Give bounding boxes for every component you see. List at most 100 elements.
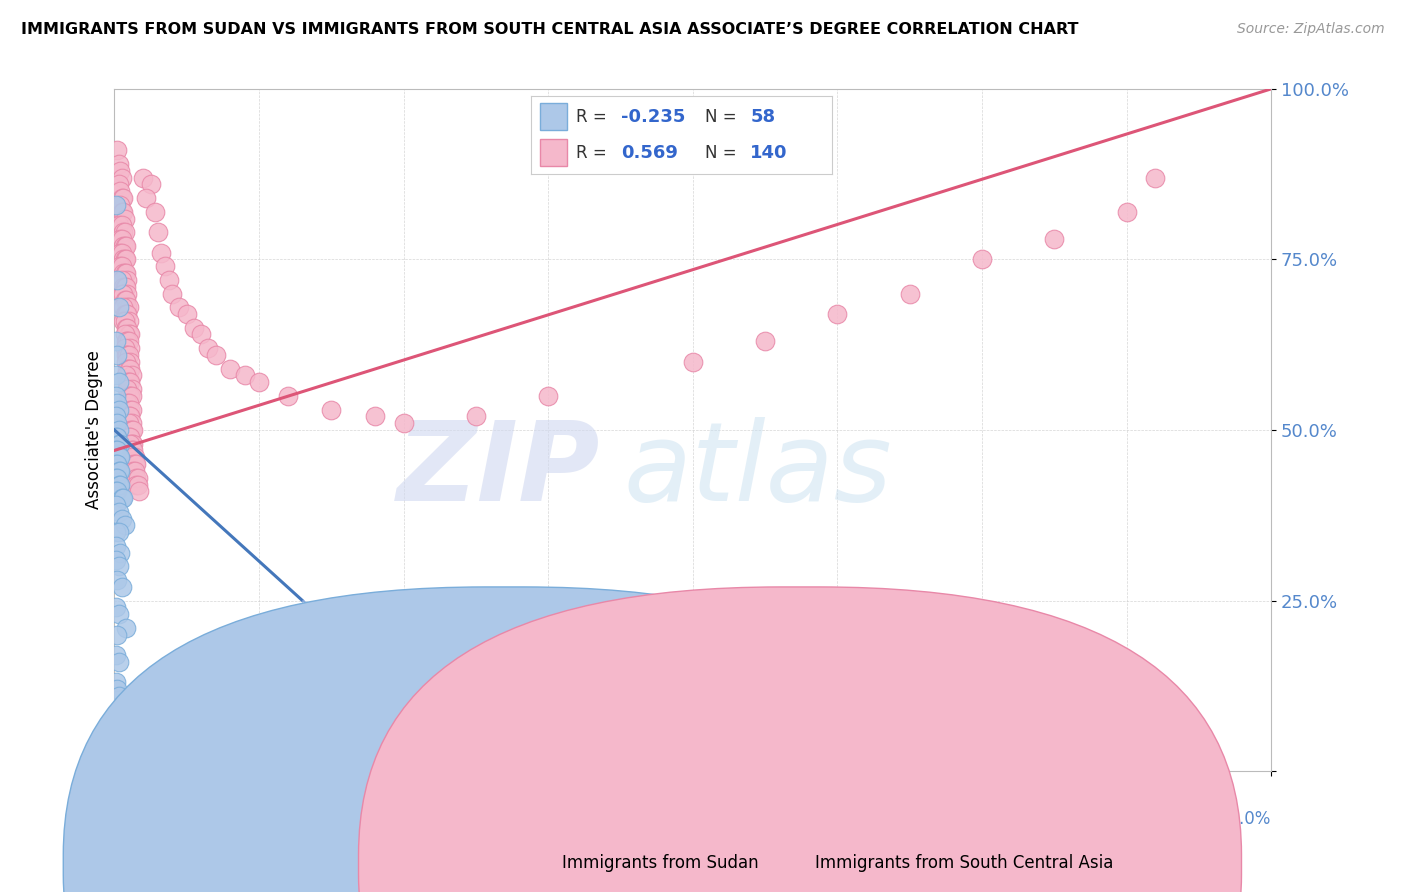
Text: Immigrants from South Central Asia: Immigrants from South Central Asia: [815, 855, 1114, 872]
Point: [114, 211, 136, 226]
Point: [105, 716, 128, 731]
Point: [115, 307, 138, 321]
Point: [233, 368, 256, 383]
Point: [114, 239, 136, 253]
Point: [118, 334, 141, 349]
Point: [115, 621, 138, 635]
Point: [111, 191, 134, 205]
Point: [118, 409, 141, 424]
Point: [121, 423, 143, 437]
Point: [112, 286, 135, 301]
Point: [114, 293, 136, 308]
Point: [104, 730, 127, 744]
Point: [754, 334, 776, 349]
Point: [121, 382, 143, 396]
Point: [115, 355, 138, 369]
Point: [363, 409, 385, 424]
Point: [112, 204, 135, 219]
Point: [117, 286, 139, 301]
Point: [139, 178, 162, 192]
Point: [127, 471, 149, 485]
Point: [117, 376, 139, 390]
Point: [107, 376, 129, 390]
Point: [104, 675, 127, 690]
Point: [122, 423, 145, 437]
Point: [112, 239, 135, 253]
Point: [392, 416, 415, 430]
Point: [108, 436, 131, 450]
Point: [118, 300, 141, 314]
Point: [124, 464, 146, 478]
Point: [112, 314, 135, 328]
Point: [104, 498, 127, 512]
Point: [108, 184, 131, 198]
Point: [108, 464, 131, 478]
Point: [107, 423, 129, 437]
Point: [105, 416, 128, 430]
Point: [107, 607, 129, 622]
Point: [111, 259, 134, 273]
Point: [111, 491, 134, 506]
Point: [117, 300, 139, 314]
Point: [115, 239, 138, 253]
Point: [104, 457, 127, 471]
Point: [112, 266, 135, 280]
Point: [898, 286, 921, 301]
Point: [169, 300, 191, 314]
Point: [176, 307, 198, 321]
Point: [117, 361, 139, 376]
Point: [104, 409, 127, 424]
Point: [124, 457, 146, 471]
Point: [105, 348, 128, 362]
Point: [121, 443, 143, 458]
Point: [112, 300, 135, 314]
Text: IMMIGRANTS FROM SUDAN VS IMMIGRANTS FROM SOUTH CENTRAL ASIA ASSOCIATE’S DEGREE C: IMMIGRANTS FROM SUDAN VS IMMIGRANTS FROM…: [21, 22, 1078, 37]
Point: [464, 409, 486, 424]
Point: [111, 245, 134, 260]
Point: [112, 225, 135, 239]
Point: [115, 293, 138, 308]
Point: [118, 416, 141, 430]
Text: 0.0%: 0.0%: [114, 810, 156, 828]
Point: [111, 273, 134, 287]
Point: [107, 655, 129, 669]
Point: [104, 471, 127, 485]
Point: [143, 204, 166, 219]
Point: [105, 471, 128, 485]
Point: [120, 376, 142, 390]
Point: [105, 484, 128, 499]
Text: ZIP: ZIP: [396, 417, 600, 524]
Point: [105, 737, 128, 751]
Point: [120, 402, 142, 417]
Point: [111, 286, 134, 301]
Point: [114, 266, 136, 280]
Point: [114, 341, 136, 355]
Point: [125, 477, 148, 491]
Point: [108, 163, 131, 178]
Point: [120, 409, 142, 424]
Point: [277, 389, 299, 403]
Point: [121, 402, 143, 417]
Point: [121, 450, 143, 465]
Point: [108, 450, 131, 465]
Point: [321, 402, 343, 417]
Point: [121, 436, 143, 450]
Point: [132, 170, 155, 185]
Point: [115, 348, 138, 362]
Point: [108, 198, 131, 212]
Point: [111, 232, 134, 246]
Point: [111, 170, 134, 185]
Point: [157, 273, 180, 287]
Point: [104, 430, 127, 444]
Text: Source: ZipAtlas.com: Source: ZipAtlas.com: [1237, 22, 1385, 37]
Point: [682, 355, 704, 369]
Point: [114, 279, 136, 293]
Point: [118, 361, 141, 376]
Point: [104, 709, 127, 723]
Point: [117, 348, 139, 362]
Point: [104, 443, 127, 458]
Point: [107, 450, 129, 465]
Point: [115, 279, 138, 293]
Point: [183, 320, 205, 334]
Point: [537, 389, 560, 403]
